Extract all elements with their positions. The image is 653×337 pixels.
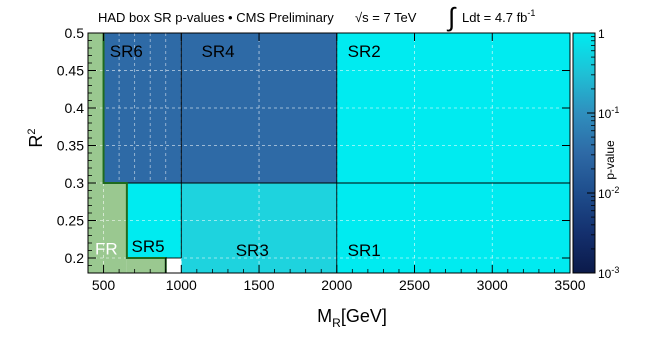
chart-title-integral: ∫ xyxy=(446,2,457,32)
y-axis-label: R2 xyxy=(26,128,46,147)
region-label-sr4: SR4 xyxy=(202,42,235,61)
y-tick-label-5: 0.45 xyxy=(57,63,84,79)
colorbar-tick-base: 1 xyxy=(598,27,605,41)
colorbar-tick-label-1: 10-1 xyxy=(598,105,619,121)
x-tick-label-0: 500 xyxy=(92,277,116,293)
region-label-sr3: SR3 xyxy=(236,241,269,260)
colorbar-tick-exp: -2 xyxy=(611,185,619,195)
region-label-sr5: SR5 xyxy=(132,237,165,256)
colorbar-label: p-value xyxy=(603,140,617,180)
x-tick-label-1: 1000 xyxy=(166,277,197,293)
x-axis-label-sub: R xyxy=(332,316,341,330)
region-label-sr2: SR2 xyxy=(348,42,381,61)
colorbar xyxy=(573,33,595,273)
region-cell-fill-1 xyxy=(104,183,127,273)
x-axis-label: MR[GeV] xyxy=(317,306,387,330)
region-cell-fill-2 xyxy=(127,258,166,273)
chart-title: HAD box SR p-values • CMS Preliminary xyxy=(98,10,334,25)
y-tick-label-4: 0.4 xyxy=(65,100,85,116)
colorbar-tick-base: 10 xyxy=(598,187,612,201)
region-label-sr1: SR1 xyxy=(348,241,381,260)
region-label-fr: FR xyxy=(95,239,118,258)
colorbar-tick-exp: -3 xyxy=(611,265,619,275)
region-cell-fill-7 xyxy=(166,258,182,273)
y-tick-label-1: 0.25 xyxy=(57,213,84,229)
y-tick-label-2: 0.3 xyxy=(65,175,85,191)
x-tick-label-3: 2000 xyxy=(321,277,352,293)
chart-title-energy: √s = 7 TeV xyxy=(355,10,417,25)
colorbar-tick-label-2: 10-2 xyxy=(598,185,619,201)
colorbar-tick-base: 10 xyxy=(598,107,612,121)
x-tick-label-4: 2500 xyxy=(399,277,430,293)
chart-title-lumi: Ldt = 4.7 fb-1 xyxy=(462,8,535,25)
colorbar-tick-exp: -1 xyxy=(611,105,619,115)
chart-title-lumi-exp: -1 xyxy=(527,8,535,18)
colorbar-tick-label-0: 1 xyxy=(598,27,605,41)
chart-title-lumi-text: Ldt = 4.7 fb xyxy=(462,10,527,25)
y-tick-label-0: 0.2 xyxy=(65,250,85,266)
x-tick-label-5: 3000 xyxy=(477,277,508,293)
x-axis-label-rest: [GeV] xyxy=(341,306,387,326)
y-tick-label-6: 0.5 xyxy=(65,25,85,41)
y-axis-label-main: R xyxy=(26,135,46,148)
y-axis-label-sup: 2 xyxy=(26,128,38,134)
x-tick-label-2: 1500 xyxy=(243,277,274,293)
x-axis-label-main: M xyxy=(317,306,332,326)
colorbar-tick-base: 10 xyxy=(598,267,612,281)
y-tick-label-3: 0.35 xyxy=(57,138,84,154)
colorbar-tick-label-3: 10-3 xyxy=(598,265,619,281)
region-label-sr6: SR6 xyxy=(110,42,143,61)
x-tick-label-6: 3500 xyxy=(554,277,585,293)
